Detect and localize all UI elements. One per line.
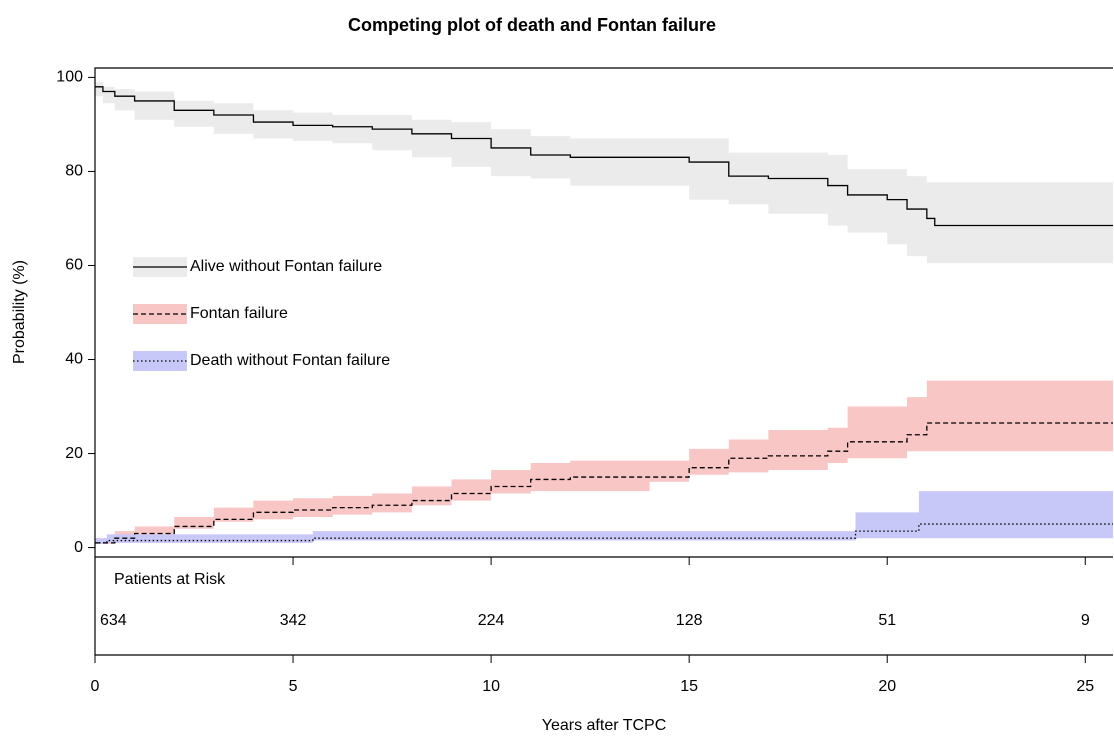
- risk-count: 128: [676, 612, 703, 629]
- y-tick-label: 80: [65, 163, 83, 180]
- legend-label: Alive without Fontan failure: [190, 258, 382, 275]
- confidence-band: [95, 82, 1113, 264]
- risk-count: 342: [280, 612, 307, 629]
- chart-title: Competing plot of death and Fontan failu…: [348, 15, 716, 35]
- x-tick-label: 15: [680, 678, 698, 695]
- plot-frame: [94, 67, 1113, 656]
- step-line: [95, 86, 1113, 227]
- x-tick-label: 20: [878, 678, 896, 695]
- risk-count: 9: [1081, 612, 1090, 629]
- y-axis-title: Probability (%): [11, 260, 28, 364]
- confidence-band: [95, 491, 1113, 546]
- y-tick-label: 0: [74, 539, 83, 556]
- risk-count: 634: [100, 612, 127, 629]
- y-tick-label: 100: [56, 69, 83, 86]
- risk-count: 51: [878, 612, 896, 629]
- legend-swatch: [133, 351, 187, 371]
- x-tick-label: 10: [482, 678, 500, 695]
- risk-table-title: Patients at Risk: [114, 571, 226, 588]
- x-tick-label: 5: [289, 678, 298, 695]
- x-tick-label: 0: [91, 678, 100, 695]
- y-tick-label: 40: [65, 351, 83, 368]
- step-line: [95, 422, 1113, 544]
- y-tick-label: 60: [65, 257, 83, 274]
- y-tick-label: 20: [65, 445, 83, 462]
- x-tick-label: 25: [1076, 678, 1094, 695]
- legend-label: Fontan failure: [190, 305, 288, 322]
- step-line: [95, 523, 1113, 544]
- x-axis-title: Years after TCPC: [542, 717, 667, 734]
- confidence-band: [95, 380, 1113, 547]
- legend-label: Death without Fontan failure: [190, 352, 390, 369]
- risk-count: 224: [478, 612, 505, 629]
